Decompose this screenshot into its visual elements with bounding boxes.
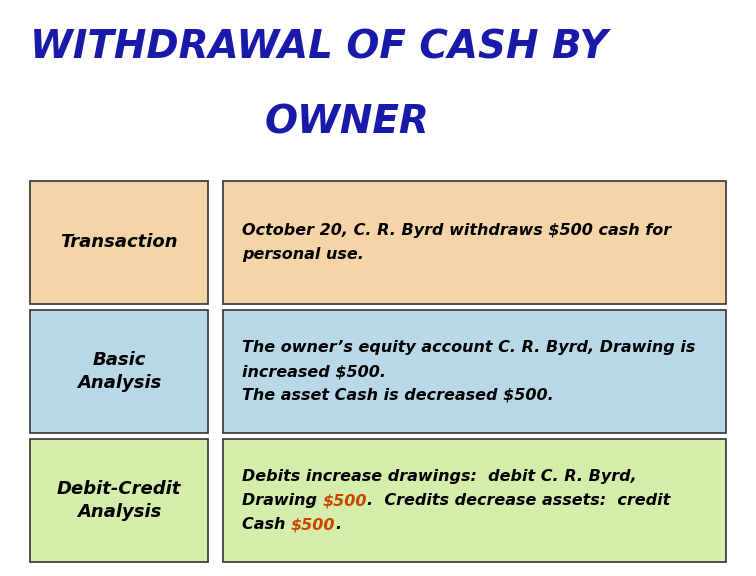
Text: Basic
Analysis: Basic Analysis xyxy=(77,351,161,392)
FancyBboxPatch shape xyxy=(223,310,726,433)
Text: personal use.: personal use. xyxy=(242,247,364,262)
Text: .  Credits decrease assets:  credit: . Credits decrease assets: credit xyxy=(367,493,671,508)
FancyBboxPatch shape xyxy=(30,310,208,433)
Text: OWNER: OWNER xyxy=(265,104,429,142)
FancyBboxPatch shape xyxy=(30,439,208,562)
Text: WITHDRAWAL OF CASH BY: WITHDRAWAL OF CASH BY xyxy=(30,29,608,67)
Text: Drawing: Drawing xyxy=(242,493,323,508)
Text: The asset Cash is decreased $500.: The asset Cash is decreased $500. xyxy=(242,388,553,403)
Text: October 20, C. R. Byrd withdraws $500 cash for: October 20, C. R. Byrd withdraws $500 ca… xyxy=(242,223,671,238)
Text: $500: $500 xyxy=(323,493,367,508)
FancyBboxPatch shape xyxy=(223,181,726,304)
Text: Debit-Credit
Analysis: Debit-Credit Analysis xyxy=(57,480,181,521)
Text: Cash: Cash xyxy=(242,517,291,532)
Text: The owner’s equity account C. R. Byrd, Drawing is: The owner’s equity account C. R. Byrd, D… xyxy=(242,340,696,355)
Text: increased $500.: increased $500. xyxy=(242,364,386,379)
Text: Transaction: Transaction xyxy=(60,233,178,252)
FancyBboxPatch shape xyxy=(223,439,726,562)
Text: $500: $500 xyxy=(291,517,336,532)
FancyBboxPatch shape xyxy=(30,181,208,304)
Text: .: . xyxy=(336,517,342,532)
Text: Debits increase drawings:  debit C. R. Byrd,: Debits increase drawings: debit C. R. By… xyxy=(242,469,637,484)
